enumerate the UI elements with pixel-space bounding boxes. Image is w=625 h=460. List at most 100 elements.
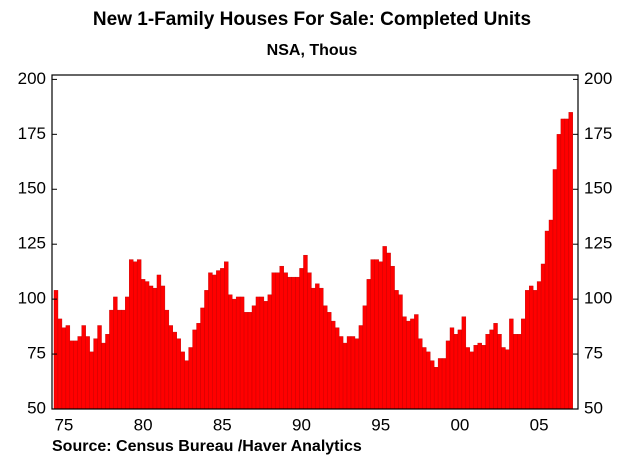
bar [430, 360, 435, 410]
bar [449, 327, 455, 410]
bar [307, 272, 312, 410]
chart-subtitle: NSA, Thous [267, 42, 358, 59]
y2-tick-label: 150 [584, 179, 612, 198]
bar [81, 325, 86, 410]
bar [113, 296, 118, 410]
bar [362, 305, 368, 410]
bar [319, 287, 324, 410]
source-note: Source: Census Bureau /Haver Analytics [52, 438, 362, 455]
bar [331, 320, 336, 410]
y2-tick-label: 50 [584, 398, 603, 417]
x-tick-label: 05 [530, 415, 549, 434]
bar [390, 265, 395, 410]
bar [61, 327, 67, 410]
bar [140, 279, 146, 410]
bar [235, 296, 241, 410]
bar [544, 230, 550, 410]
bar [220, 268, 225, 410]
x-tick-label: 90 [292, 415, 311, 434]
bar [342, 342, 348, 410]
bar [323, 305, 328, 410]
bar [156, 274, 162, 410]
bar [461, 316, 467, 410]
bar [315, 283, 320, 410]
bar [200, 307, 205, 410]
bar [410, 318, 415, 410]
bar [354, 338, 360, 410]
bar [509, 318, 514, 410]
bar [184, 360, 189, 410]
bar [216, 270, 221, 410]
bar [208, 272, 213, 410]
x-tick-label: 75 [54, 415, 73, 434]
bar [239, 296, 245, 410]
bar [291, 276, 296, 410]
bar [129, 259, 134, 410]
bar [465, 347, 470, 410]
bar [53, 290, 59, 410]
bar [477, 342, 482, 410]
y2-tick-label: 100 [584, 289, 612, 308]
y2-tick-label: 175 [584, 124, 612, 143]
bar [497, 334, 502, 410]
y-tick-label: 75 [27, 344, 46, 363]
bar [69, 340, 74, 410]
x-tick-label: 85 [213, 415, 232, 434]
bar [192, 329, 197, 410]
x-tick-label: 95 [371, 415, 390, 434]
bar [73, 340, 78, 410]
bar [243, 312, 249, 410]
bar [125, 296, 130, 410]
bar [394, 290, 399, 410]
bar [529, 285, 534, 410]
x-tick-label: 80 [134, 415, 153, 434]
bar [172, 331, 177, 410]
bar [132, 261, 138, 410]
bar [548, 219, 554, 410]
bar [299, 268, 304, 410]
bar [93, 338, 98, 410]
bar [283, 272, 288, 410]
bar [180, 351, 185, 410]
chart-title: New 1-Family Houses For Sale: Completed … [93, 9, 531, 30]
bar [366, 279, 371, 410]
bar [552, 169, 558, 410]
bar [532, 290, 538, 410]
bar [160, 285, 166, 410]
bar [457, 329, 463, 410]
bar [568, 112, 573, 410]
bar [259, 296, 265, 410]
bar [564, 118, 570, 410]
bar [402, 316, 407, 410]
y2-tick-label: 125 [584, 234, 612, 253]
bar [327, 312, 332, 410]
bar [525, 290, 530, 410]
bar [521, 318, 526, 410]
bar [398, 294, 403, 410]
bar [212, 274, 217, 410]
bar [275, 272, 280, 410]
bar [287, 276, 292, 410]
bar [271, 272, 276, 410]
bar [85, 336, 90, 410]
y-tick-label: 100 [18, 289, 46, 308]
bar [513, 334, 518, 410]
plot-frame [51, 74, 579, 410]
y-tick-label: 175 [18, 124, 46, 143]
bar [426, 351, 431, 410]
bar [346, 336, 352, 410]
bar [358, 325, 364, 410]
bar [536, 281, 542, 410]
y-tick-label: 150 [18, 179, 46, 198]
bar [350, 336, 356, 410]
y-tick-label: 200 [18, 69, 46, 88]
bar [117, 309, 122, 410]
bar [560, 118, 566, 410]
bar [473, 345, 478, 410]
bar [414, 314, 419, 410]
bar [101, 342, 106, 410]
bar [433, 367, 439, 410]
bar [224, 261, 229, 410]
